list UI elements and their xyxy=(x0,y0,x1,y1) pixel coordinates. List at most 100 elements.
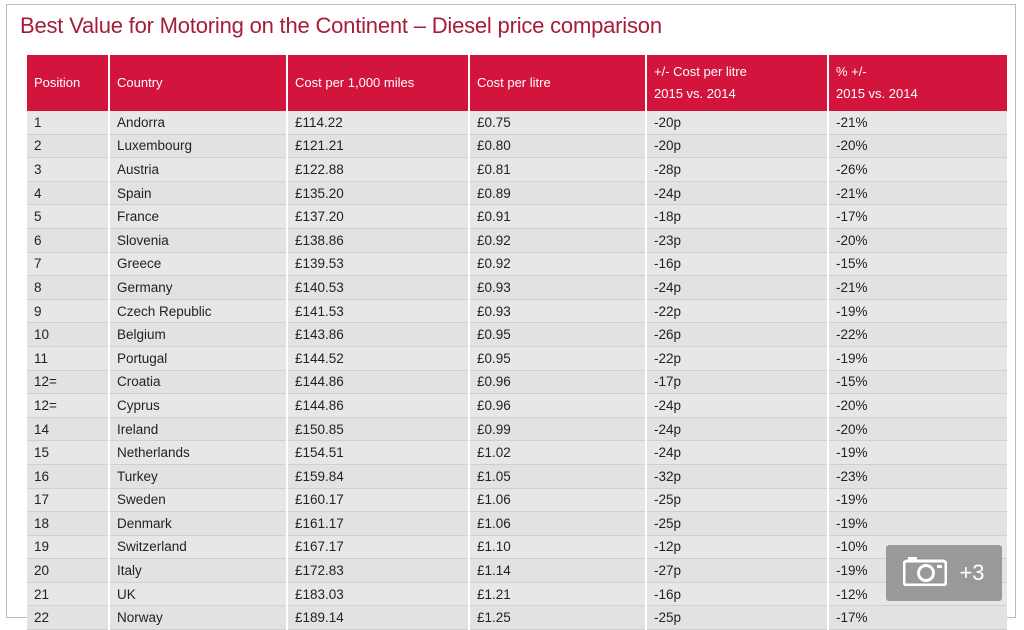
table-header-row: Position Country Cost per 1,000 miles Co… xyxy=(27,55,1007,111)
cell-change-percent: -21% xyxy=(828,181,1007,206)
cell-country: Switzerland xyxy=(109,535,288,560)
cell-position: 12= xyxy=(27,393,110,418)
cell-change-percent: -23% xyxy=(828,464,1007,489)
cell-position: 21 xyxy=(27,582,110,607)
cell-position: 7 xyxy=(27,252,110,277)
table-row: 1 Andorra £114.22 £0.75 -20p -21% xyxy=(27,111,1007,135)
table-row: 12= Cyprus £144.86 £0.96 -24p -20% xyxy=(27,393,1007,418)
table-row: 22 Norway £189.14 £1.25 -25p -17% xyxy=(27,605,1007,630)
header-change-percent-line2: 2015 vs. 2014 xyxy=(836,86,918,101)
cell-cost-per-1000-miles: £144.86 xyxy=(287,370,470,395)
cell-cost-per-litre: £1.02 xyxy=(469,440,647,465)
cell-country: Germany xyxy=(109,275,288,300)
cell-cost-per-1000-miles: £160.17 xyxy=(287,488,470,513)
cell-country: Greece xyxy=(109,252,288,277)
cell-position: 18 xyxy=(27,511,110,536)
header-cost-per-litre: Cost per litre xyxy=(469,55,647,111)
cell-change-percent: -20% xyxy=(828,134,1007,159)
cell-cost-per-litre: £0.93 xyxy=(469,275,647,300)
cell-country: Portugal xyxy=(109,346,288,371)
cell-country: Czech Republic xyxy=(109,299,288,324)
cell-cost-per-litre: £0.92 xyxy=(469,252,647,277)
cell-position: 12= xyxy=(27,370,110,395)
header-change-percent: % +/- 2015 vs. 2014 xyxy=(828,55,1007,111)
cell-position: 4 xyxy=(27,181,110,206)
cell-cost-per-1000-miles: £144.52 xyxy=(287,346,470,371)
table-row: 12= Croatia £144.86 £0.96 -17p -15% xyxy=(27,370,1007,395)
cell-cost-per-litre: £0.99 xyxy=(469,417,647,442)
cell-change-percent: -19% xyxy=(828,299,1007,324)
table-row: 14 Ireland £150.85 £0.99 -24p -20% xyxy=(27,417,1007,442)
cell-change-per-litre: -17p xyxy=(646,370,829,395)
table-row: 20 Italy £172.83 £1.14 -27p -19% xyxy=(27,558,1007,583)
cell-change-percent: -20% xyxy=(828,228,1007,253)
cell-change-percent: -19% xyxy=(828,346,1007,371)
cell-country: Belgium xyxy=(109,322,288,347)
table-row: 2 Luxembourg £121.21 £0.80 -20p -20% xyxy=(27,134,1007,159)
table-row: 10 Belgium £143.86 £0.95 -26p -22% xyxy=(27,322,1007,347)
cell-change-per-litre: -24p xyxy=(646,440,829,465)
cell-change-per-litre: -22p xyxy=(646,346,829,371)
cell-country: Turkey xyxy=(109,464,288,489)
table-row: 17 Sweden £160.17 £1.06 -25p -19% xyxy=(27,488,1007,513)
cell-position: 19 xyxy=(27,535,110,560)
cell-cost-per-1000-miles: £172.83 xyxy=(287,558,470,583)
cell-country: Denmark xyxy=(109,511,288,536)
cell-cost-per-1000-miles: £114.22 xyxy=(287,111,470,135)
cell-change-per-litre: -25p xyxy=(646,511,829,536)
table-row: 18 Denmark £161.17 £1.06 -25p -19% xyxy=(27,511,1007,536)
cell-cost-per-1000-miles: £154.51 xyxy=(287,440,470,465)
cell-country: Andorra xyxy=(109,111,288,135)
header-position: Position xyxy=(27,55,110,111)
cell-position: 17 xyxy=(27,488,110,513)
cell-change-per-litre: -16p xyxy=(646,252,829,277)
table-row: 6 Slovenia £138.86 £0.92 -23p -20% xyxy=(27,228,1007,253)
cell-change-per-litre: -20p xyxy=(646,111,829,135)
cell-country: Luxembourg xyxy=(109,134,288,159)
cell-change-percent: -17% xyxy=(828,605,1007,630)
cell-position: 16 xyxy=(27,464,110,489)
cell-cost-per-1000-miles: £122.88 xyxy=(287,157,470,182)
photo-gallery-button[interactable]: +3 xyxy=(886,545,1002,601)
cell-cost-per-litre: £1.06 xyxy=(469,511,647,536)
cell-position: 3 xyxy=(27,157,110,182)
cell-change-per-litre: -28p xyxy=(646,157,829,182)
cell-country: Netherlands xyxy=(109,440,288,465)
cell-change-per-litre: -32p xyxy=(646,464,829,489)
camera-icon xyxy=(902,556,948,591)
cell-position: 22 xyxy=(27,605,110,630)
table-row: 3 Austria £122.88 £0.81 -28p -26% xyxy=(27,157,1007,182)
table-body: 1 Andorra £114.22 £0.75 -20p -21% 2 Luxembourg £… xyxy=(27,111,1007,630)
cell-change-percent: -15% xyxy=(828,252,1007,277)
cell-cost-per-1000-miles: £159.84 xyxy=(287,464,470,489)
cell-cost-per-1000-miles: £135.20 xyxy=(287,181,470,206)
cell-cost-per-litre: £1.14 xyxy=(469,558,647,583)
cell-country: Norway xyxy=(109,605,288,630)
table-row: 9 Czech Republic £141.53 £0.93 -22p -19% xyxy=(27,299,1007,324)
cell-position: 20 xyxy=(27,558,110,583)
table-row: 4 Spain £135.20 £0.89 -24p -21% xyxy=(27,181,1007,206)
cell-cost-per-litre: £0.96 xyxy=(469,393,647,418)
cell-change-per-litre: -25p xyxy=(646,605,829,630)
cell-cost-per-1000-miles: £150.85 xyxy=(287,417,470,442)
price-table: Position Country Cost per 1,000 miles Co… xyxy=(27,55,1007,630)
cell-position: 1 xyxy=(27,111,110,135)
cell-change-per-litre: -23p xyxy=(646,228,829,253)
cell-change-percent: -19% xyxy=(828,488,1007,513)
cell-position: 10 xyxy=(27,322,110,347)
cell-cost-per-litre: £0.92 xyxy=(469,228,647,253)
cell-cost-per-1000-miles: £161.17 xyxy=(287,511,470,536)
cell-cost-per-1000-miles: £167.17 xyxy=(287,535,470,560)
cell-change-per-litre: -25p xyxy=(646,488,829,513)
cell-change-percent: -21% xyxy=(828,111,1007,135)
cell-change-percent: -20% xyxy=(828,417,1007,442)
cell-country: Italy xyxy=(109,558,288,583)
cell-change-percent: -22% xyxy=(828,322,1007,347)
table-row: 19 Switzerland £167.17 £1.10 -12p -10% xyxy=(27,535,1007,560)
cell-country: Sweden xyxy=(109,488,288,513)
cell-change-per-litre: -20p xyxy=(646,134,829,159)
cell-cost-per-litre: £1.10 xyxy=(469,535,647,560)
header-cost-per-1000-miles: Cost per 1,000 miles xyxy=(287,55,470,111)
cell-position: 2 xyxy=(27,134,110,159)
cell-change-percent: -15% xyxy=(828,370,1007,395)
